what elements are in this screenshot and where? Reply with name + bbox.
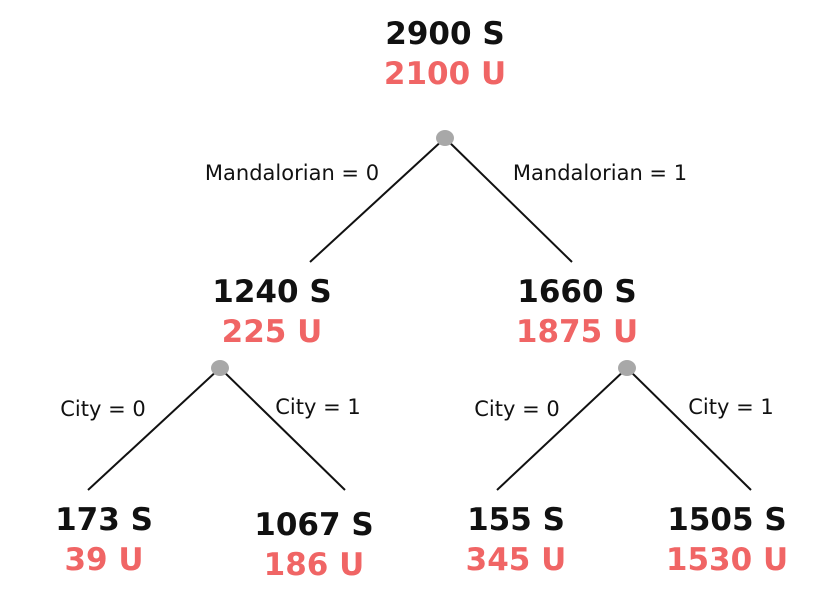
split-point-root bbox=[436, 130, 454, 146]
node-mandalorian-1-selected: 1660 S bbox=[517, 274, 637, 310]
leaf-1-unselected: 39 U bbox=[64, 542, 144, 578]
split-point-left bbox=[211, 360, 229, 376]
split-label-left-city-0: City = 0 bbox=[60, 397, 146, 421]
leaf-node-4: 1505 S 1530 U bbox=[666, 500, 788, 580]
edge-left-left bbox=[87, 367, 221, 491]
split-point-right bbox=[618, 360, 636, 376]
leaf-2-unselected: 186 U bbox=[263, 547, 365, 583]
node-mandalorian-0-selected: 1240 S bbox=[212, 274, 332, 310]
split-label-mandalorian-1: Mandalorian = 1 bbox=[512, 161, 688, 185]
edge-right-left bbox=[496, 367, 628, 491]
split-label-right-city-0: City = 0 bbox=[474, 397, 560, 421]
node-mandalorian-1: 1660 S 1875 U bbox=[516, 272, 638, 352]
edge-root-right bbox=[444, 137, 573, 263]
leaf-1-selected: 173 S bbox=[55, 502, 153, 538]
node-mandalorian-0-unselected: 225 U bbox=[221, 314, 323, 350]
split-label-mandalorian-0: Mandalorian = 0 bbox=[204, 161, 380, 185]
leaf-3-selected: 155 S bbox=[467, 502, 565, 538]
leaf-node-3: 155 S 345 U bbox=[466, 500, 567, 580]
node-mandalorian-0: 1240 S 225 U bbox=[212, 272, 331, 352]
split-label-right-city-1: City = 1 bbox=[688, 395, 774, 419]
leaf-3-unselected: 345 U bbox=[465, 542, 567, 578]
root-unselected-count: 2100 U bbox=[383, 56, 507, 92]
root-node: 2900 S 2100 U bbox=[384, 14, 506, 94]
leaf-node-2: 1067 S 186 U bbox=[254, 505, 373, 585]
node-mandalorian-1-unselected: 1875 U bbox=[515, 314, 639, 350]
edge-root-left bbox=[309, 137, 446, 263]
leaf-2-selected: 1067 S bbox=[254, 507, 374, 543]
leaf-4-unselected: 1530 U bbox=[665, 542, 789, 578]
edge-left-right bbox=[219, 367, 346, 491]
split-label-left-city-1: City = 1 bbox=[275, 395, 361, 419]
edge-right-right bbox=[626, 367, 752, 491]
leaf-node-1: 173 S 39 U bbox=[55, 500, 153, 580]
root-selected-count: 2900 S bbox=[385, 16, 505, 52]
leaf-4-selected: 1505 S bbox=[667, 502, 787, 538]
